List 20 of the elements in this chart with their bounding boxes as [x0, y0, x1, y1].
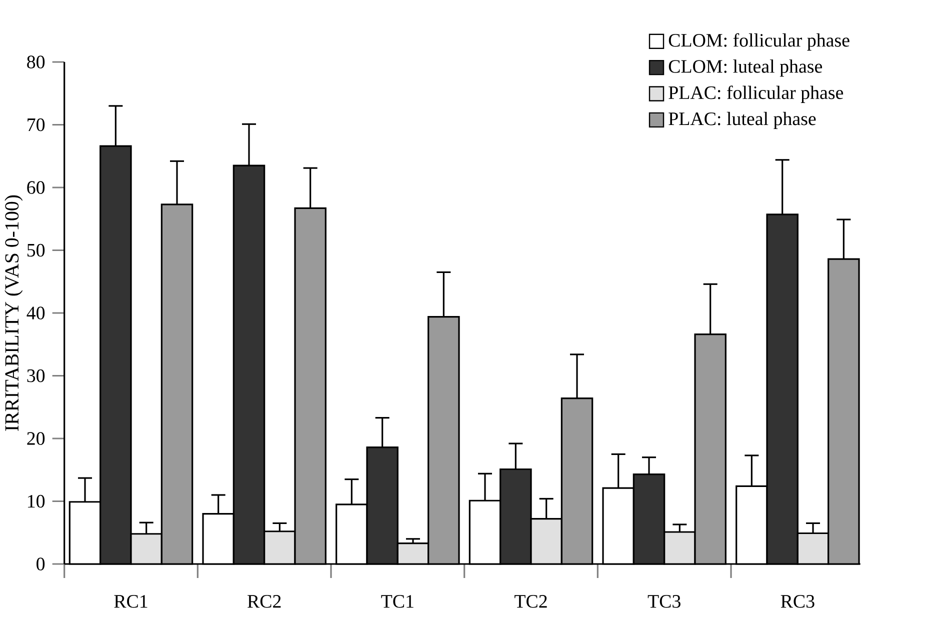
legend-label: CLOM: follicular phase [668, 33, 850, 51]
y-tick-label: 60 [27, 181, 45, 194]
y-tick-label: 80 [27, 56, 45, 68]
y-tick-label: 30 [27, 369, 45, 382]
y-tick-label: 0 [36, 558, 45, 570]
y-tick-label: 70 [28, 118, 45, 132]
y-tick-label: 50 [27, 244, 45, 257]
x-tick-label: RC1 [114, 595, 148, 608]
x-tick-label: TC1 [381, 595, 414, 608]
y-axis-title: IRRITABILITY (VAS 0-100) [4, 195, 23, 431]
legend-label: CLOM: luteal phase [668, 60, 822, 77]
x-tick-label: RC3 [780, 595, 814, 608]
x-tick-label: TC3 [648, 595, 680, 608]
y-tick-label: 20 [27, 432, 45, 445]
legend-label: PLAC: luteal phase [668, 112, 816, 130]
legend-label: PLAC: follicular phase [668, 86, 844, 103]
y-tick-label: 40 [26, 306, 45, 320]
y-tick-label: 10 [28, 494, 45, 508]
x-tick-label: TC2 [514, 595, 547, 608]
x-tick-label: RC2 [248, 595, 281, 608]
